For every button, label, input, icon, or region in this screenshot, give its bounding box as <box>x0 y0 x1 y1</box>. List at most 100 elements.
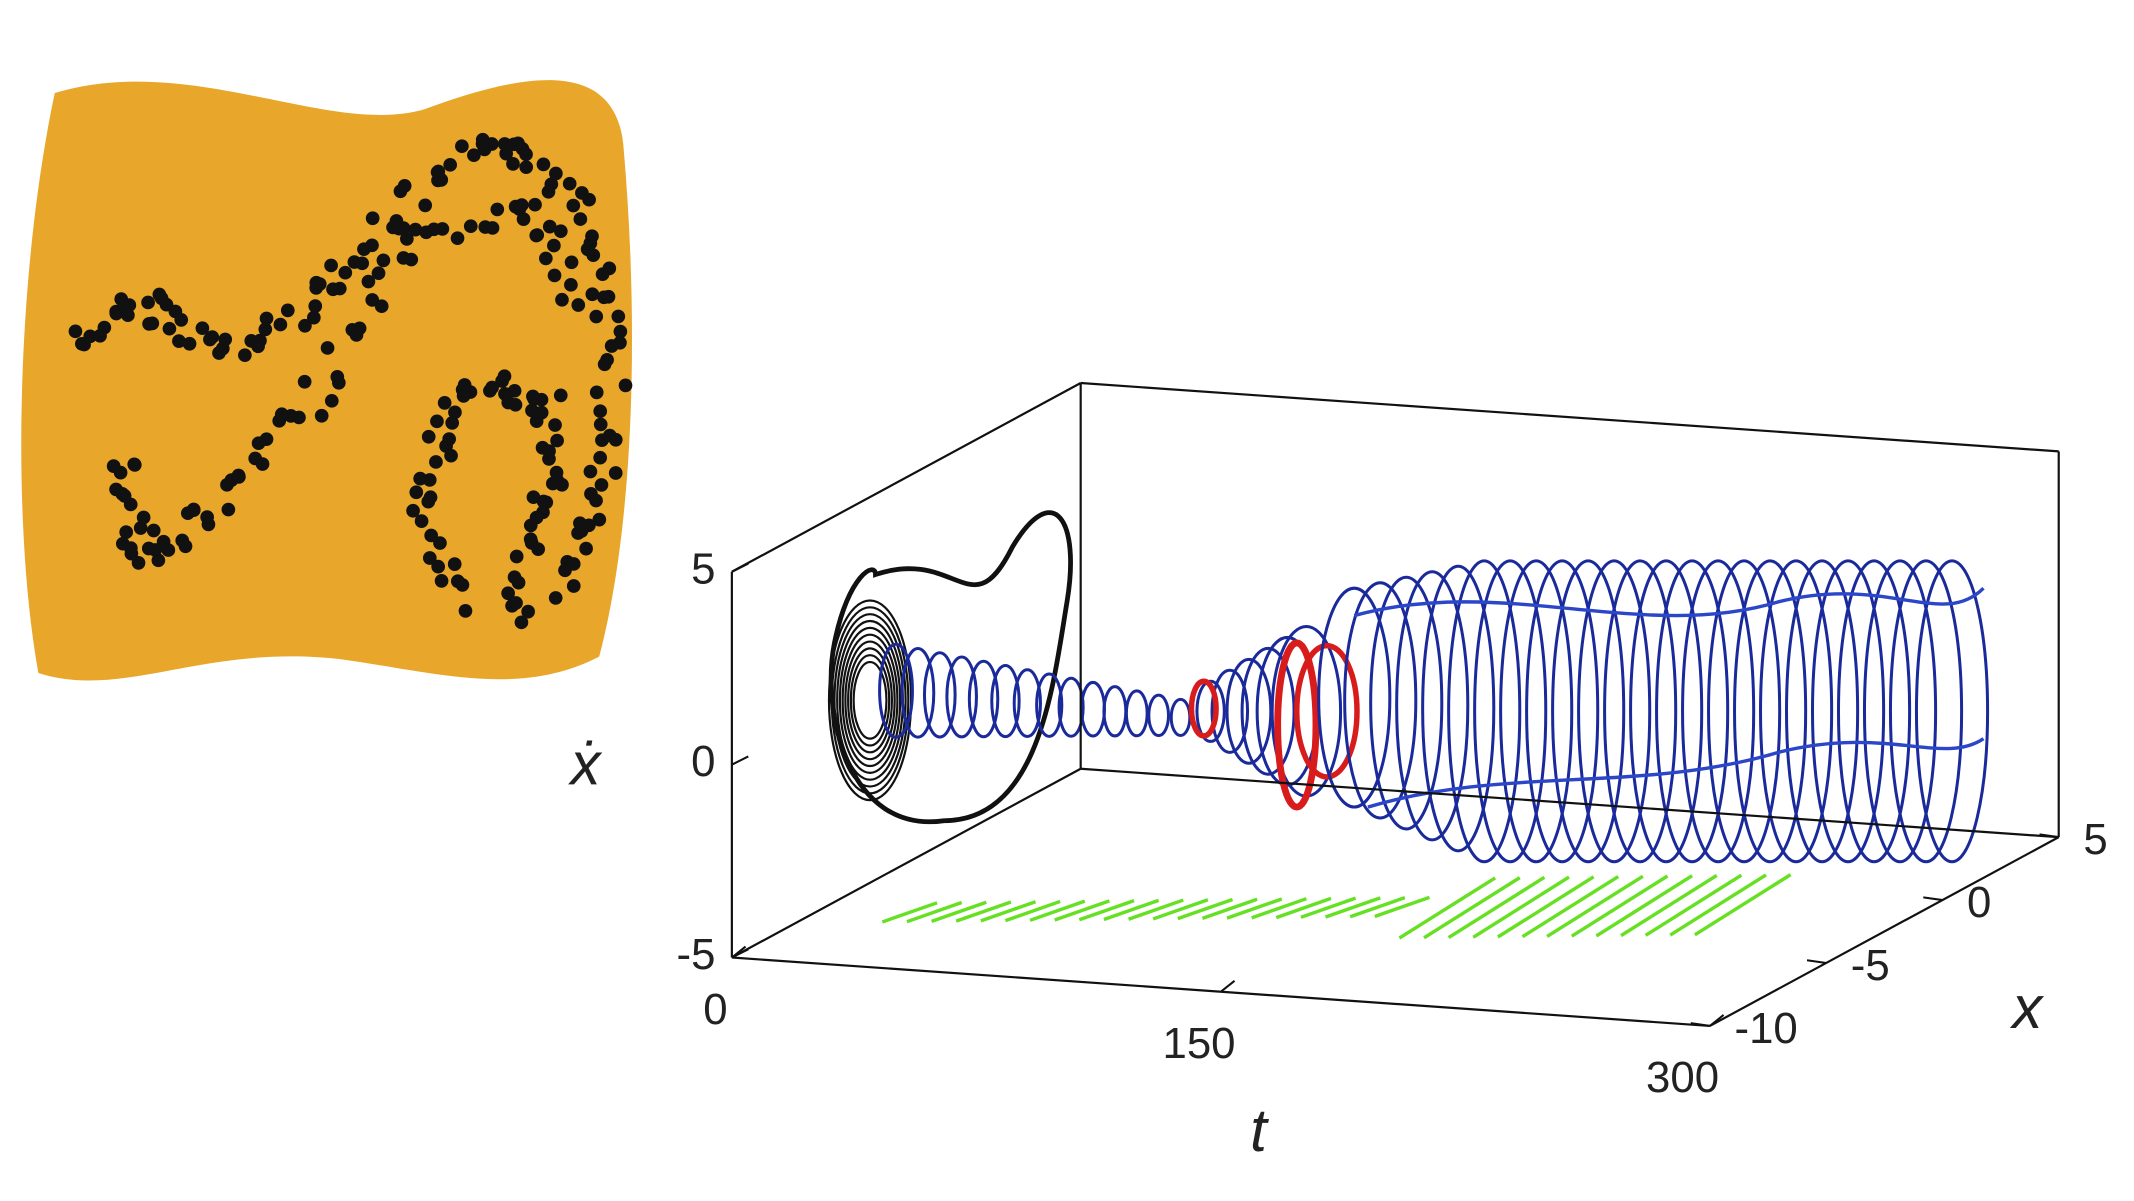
inset-dot <box>374 299 389 314</box>
z-axis-label: x <box>2009 974 2044 1041</box>
inset-dot <box>437 396 452 410</box>
orbit <box>1914 559 1990 864</box>
inset-dot <box>579 541 593 556</box>
inset-dot <box>594 478 609 492</box>
orbit <box>1603 559 1678 864</box>
y-tick <box>731 562 749 573</box>
y-tick <box>731 755 749 766</box>
orbit <box>967 659 1000 739</box>
inset-dot <box>431 559 446 574</box>
inset-dot <box>547 238 561 253</box>
inset-dot <box>175 533 190 548</box>
orbit <box>852 660 888 740</box>
floor-trace <box>1300 896 1357 919</box>
inset-dot <box>523 532 538 547</box>
inset-dot <box>274 407 289 422</box>
orbit <box>1810 559 1886 864</box>
inset-dot <box>593 404 608 419</box>
inset-dot <box>141 295 155 310</box>
inset-dot <box>511 136 525 151</box>
y-axis-label: ẋ <box>567 731 602 798</box>
inset-dot <box>251 339 265 354</box>
inset-dot <box>597 290 611 305</box>
inset-dot <box>583 464 598 479</box>
inset-dot <box>424 528 438 543</box>
z-tick <box>2039 833 2059 839</box>
orbit <box>1124 689 1149 738</box>
inset-dot <box>397 179 412 193</box>
inset-dot <box>547 268 562 283</box>
inset-dot <box>201 517 216 532</box>
inset-dot <box>485 380 499 395</box>
orbit <box>1188 678 1219 739</box>
inset-dot <box>553 388 568 403</box>
inset-dot <box>434 574 449 588</box>
floor-trace <box>1275 896 1332 920</box>
orbit <box>1395 570 1470 842</box>
inset-dot <box>514 615 529 630</box>
floor-trace <box>1152 898 1209 921</box>
inset-dot <box>324 393 339 408</box>
orbit <box>1102 685 1128 738</box>
inset-dot <box>121 308 135 323</box>
inset-dot <box>509 596 523 610</box>
orbit <box>844 640 896 761</box>
inset-dot <box>172 334 186 348</box>
floor-trace <box>1226 897 1283 920</box>
inset-dot <box>593 450 608 465</box>
inset-dot <box>613 335 627 350</box>
inset-dot <box>357 242 371 257</box>
inset-dot <box>571 526 585 540</box>
inset-dot <box>259 311 274 326</box>
inset-dot <box>389 214 404 228</box>
inset-dot <box>519 147 533 162</box>
orbit <box>841 633 899 768</box>
inset-dot <box>562 176 577 191</box>
inset-dot <box>534 405 549 420</box>
box-edge <box>731 382 1082 573</box>
inset-dot <box>542 219 557 234</box>
floor-trace <box>1595 874 1694 938</box>
orbit <box>1681 559 1756 864</box>
inset-dot <box>608 466 623 480</box>
orbit <box>1057 676 1085 738</box>
floor-trace <box>1447 875 1546 939</box>
inset-dot <box>514 198 529 212</box>
inset-dot <box>573 212 588 226</box>
inset-dot <box>119 525 134 539</box>
orbit <box>1147 693 1171 738</box>
inset-dot <box>292 410 306 425</box>
inset-dot <box>68 324 83 339</box>
z-tick <box>1690 1022 1711 1027</box>
inset-dot <box>444 448 458 463</box>
inset-dot <box>306 310 321 325</box>
inset-dot <box>371 266 386 281</box>
orbit <box>1274 639 1320 811</box>
inset-dot <box>613 324 628 339</box>
inset-dot <box>555 477 569 492</box>
floor-trace <box>1496 875 1595 939</box>
inset-dot <box>508 398 523 412</box>
inset-dot <box>133 521 148 535</box>
inset-dot <box>564 255 579 270</box>
orbit <box>1210 668 1250 754</box>
orbit <box>1353 586 1985 618</box>
orbit <box>1707 559 1782 864</box>
inset-dot <box>511 575 526 590</box>
inset-dot <box>608 432 623 447</box>
inset-dot <box>280 303 295 318</box>
inset-dot <box>255 457 270 471</box>
floor-trace <box>1644 873 1743 937</box>
inset-dot <box>548 591 563 605</box>
floor-trace <box>931 900 987 924</box>
inset-dot <box>151 553 166 568</box>
inset-dot <box>509 549 524 564</box>
floor-trace <box>1201 897 1258 921</box>
inset-dot <box>127 457 142 472</box>
orbit <box>1785 559 1860 864</box>
orbit <box>1079 680 1106 738</box>
inset-dot <box>324 258 338 273</box>
x-tick <box>731 945 747 959</box>
inset-dot <box>564 277 578 292</box>
